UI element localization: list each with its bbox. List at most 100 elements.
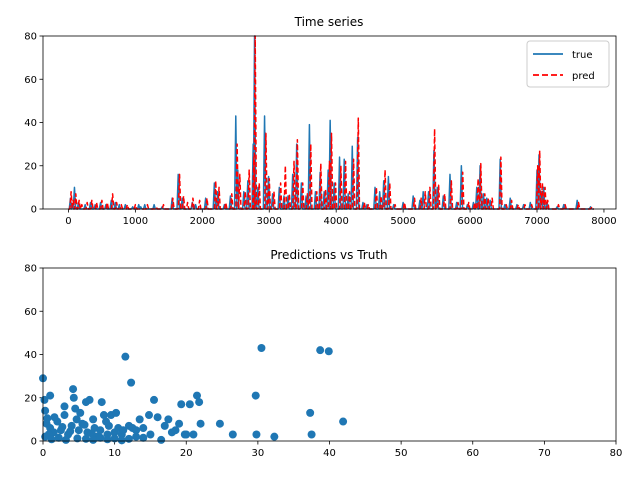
scatter-point — [97, 398, 106, 407]
scatter-point — [40, 395, 49, 404]
legend-box — [526, 40, 610, 88]
scatter-point — [99, 411, 108, 420]
scatter-point — [43, 414, 52, 423]
scatter-point — [124, 434, 133, 443]
scatter-point — [89, 435, 98, 444]
scatter-point — [146, 430, 155, 439]
scatter-plot-frame — [42, 267, 617, 442]
scatter-point — [60, 402, 69, 411]
scatter-point — [339, 417, 348, 426]
legend: true pred — [526, 40, 610, 88]
scatter-x-tick-label: 10 — [108, 448, 121, 459]
scatter-point — [54, 433, 63, 442]
scatter-point — [316, 346, 325, 355]
scatter-y-tick-label: 60 — [24, 307, 37, 318]
scatter-x-tick-label: 20 — [180, 448, 193, 459]
time-series-x-tick-label: 0 — [65, 216, 71, 227]
time-series-x-tick-label: 8000 — [591, 216, 616, 227]
time-series-panel: Time series 0 1000 2000 3000 4000 5000 6000 700… — [24, 15, 616, 227]
legend-pred-label: pred — [572, 71, 595, 82]
scatter-x-tick-label: 40 — [323, 448, 336, 459]
scatter-point — [182, 430, 191, 439]
scatter-point — [135, 415, 144, 424]
scatter-x-tick-label: 30 — [252, 448, 265, 459]
scatter-point — [87, 429, 96, 438]
scatter-point — [58, 422, 67, 431]
scatter-point — [73, 434, 82, 443]
scatter-panel: Predictions vs Truth 0 10 20 30 40 50 60 70 80 0… — [24, 248, 622, 459]
time-series-y-tick-label: 80 — [24, 32, 37, 43]
scatter-point — [117, 436, 126, 445]
time-series-y-tick-label: 60 — [24, 75, 37, 86]
scatter-point — [157, 435, 166, 444]
scatter-point — [61, 435, 70, 444]
scatter-point — [324, 347, 333, 356]
scatter-x-tick-label: 50 — [395, 448, 408, 459]
time-series-title: Time series — [294, 15, 364, 29]
scatter-point — [74, 426, 83, 435]
scatter-point — [160, 421, 169, 430]
scatter-x-ticks: 0 10 20 30 40 50 60 70 80 — [40, 441, 623, 459]
scatter-x-tick-label: 80 — [610, 448, 623, 459]
scatter-y-tick-label: 80 — [24, 264, 37, 275]
scatter-point — [185, 400, 194, 409]
scatter-point — [85, 395, 94, 404]
scatter-point — [76, 408, 85, 417]
scatter-point — [215, 419, 224, 428]
scatter-point — [50, 413, 59, 422]
time-series-y-tick-label: 20 — [24, 161, 37, 172]
time-series-y-ticks: 0 20 40 60 80 — [24, 32, 43, 216]
scatter-point — [139, 424, 148, 433]
scatter-point — [110, 434, 119, 443]
scatter-x-tick-label: 60 — [466, 448, 479, 459]
legend-true-label: true — [572, 50, 593, 61]
time-series-y-tick-label: 40 — [24, 118, 37, 129]
time-series-x-tick-label: 5000 — [390, 216, 415, 227]
scatter-point — [171, 426, 180, 435]
scatter-point — [189, 430, 198, 439]
scatter-point — [46, 391, 55, 400]
scatter-point — [257, 344, 266, 353]
scatter-point — [66, 427, 75, 436]
scatter-x-tick-label: 70 — [538, 448, 551, 459]
scatter-point — [145, 411, 154, 420]
scatter-point — [72, 415, 81, 424]
time-series-x-tick-label: 2000 — [190, 216, 215, 227]
scatter-point — [192, 391, 201, 400]
scatter-point — [270, 432, 279, 441]
scatter-point — [103, 435, 112, 444]
time-series-y-tick-label: 0 — [31, 205, 37, 216]
scatter-point — [112, 408, 121, 417]
scatter-point — [164, 415, 173, 424]
time-series-x-tick-label: 6000 — [457, 216, 482, 227]
scatter-point — [41, 406, 50, 415]
scatter-point — [80, 420, 89, 429]
scatter-point — [69, 385, 78, 394]
time-series-x-tick-label: 4000 — [323, 216, 348, 227]
scatter-point — [139, 433, 148, 442]
scatter-y-tick-label: 20 — [24, 393, 37, 404]
scatter-y-tick-label: 40 — [24, 350, 37, 361]
scatter-point — [196, 419, 205, 428]
time-series-x-ticks: 0 1000 2000 3000 4000 5000 6000 7000 8000 — [65, 209, 617, 227]
scatter-y-tick-label: 0 — [31, 437, 37, 448]
scatter-point — [69, 393, 78, 402]
scatter-point — [60, 411, 69, 420]
scatter-point — [150, 395, 159, 404]
time-series-x-tick-label: 3000 — [257, 216, 282, 227]
scatter-point — [132, 426, 141, 435]
scatter-point — [175, 419, 184, 428]
scatter-point — [121, 352, 130, 361]
scatter-title: Predictions vs Truth — [270, 248, 387, 262]
scatter-point — [252, 430, 261, 439]
scatter-point — [127, 378, 136, 387]
time-series-x-tick-label: 7000 — [524, 216, 549, 227]
scatter-point — [306, 408, 315, 417]
scatter-point — [307, 430, 316, 439]
scatter-point — [132, 432, 141, 441]
scatter-point — [47, 435, 56, 444]
scatter-point — [251, 391, 260, 400]
scatter-x-tick-label: 0 — [40, 448, 46, 459]
scatter-points — [39, 344, 348, 445]
scatter-point — [89, 415, 98, 424]
